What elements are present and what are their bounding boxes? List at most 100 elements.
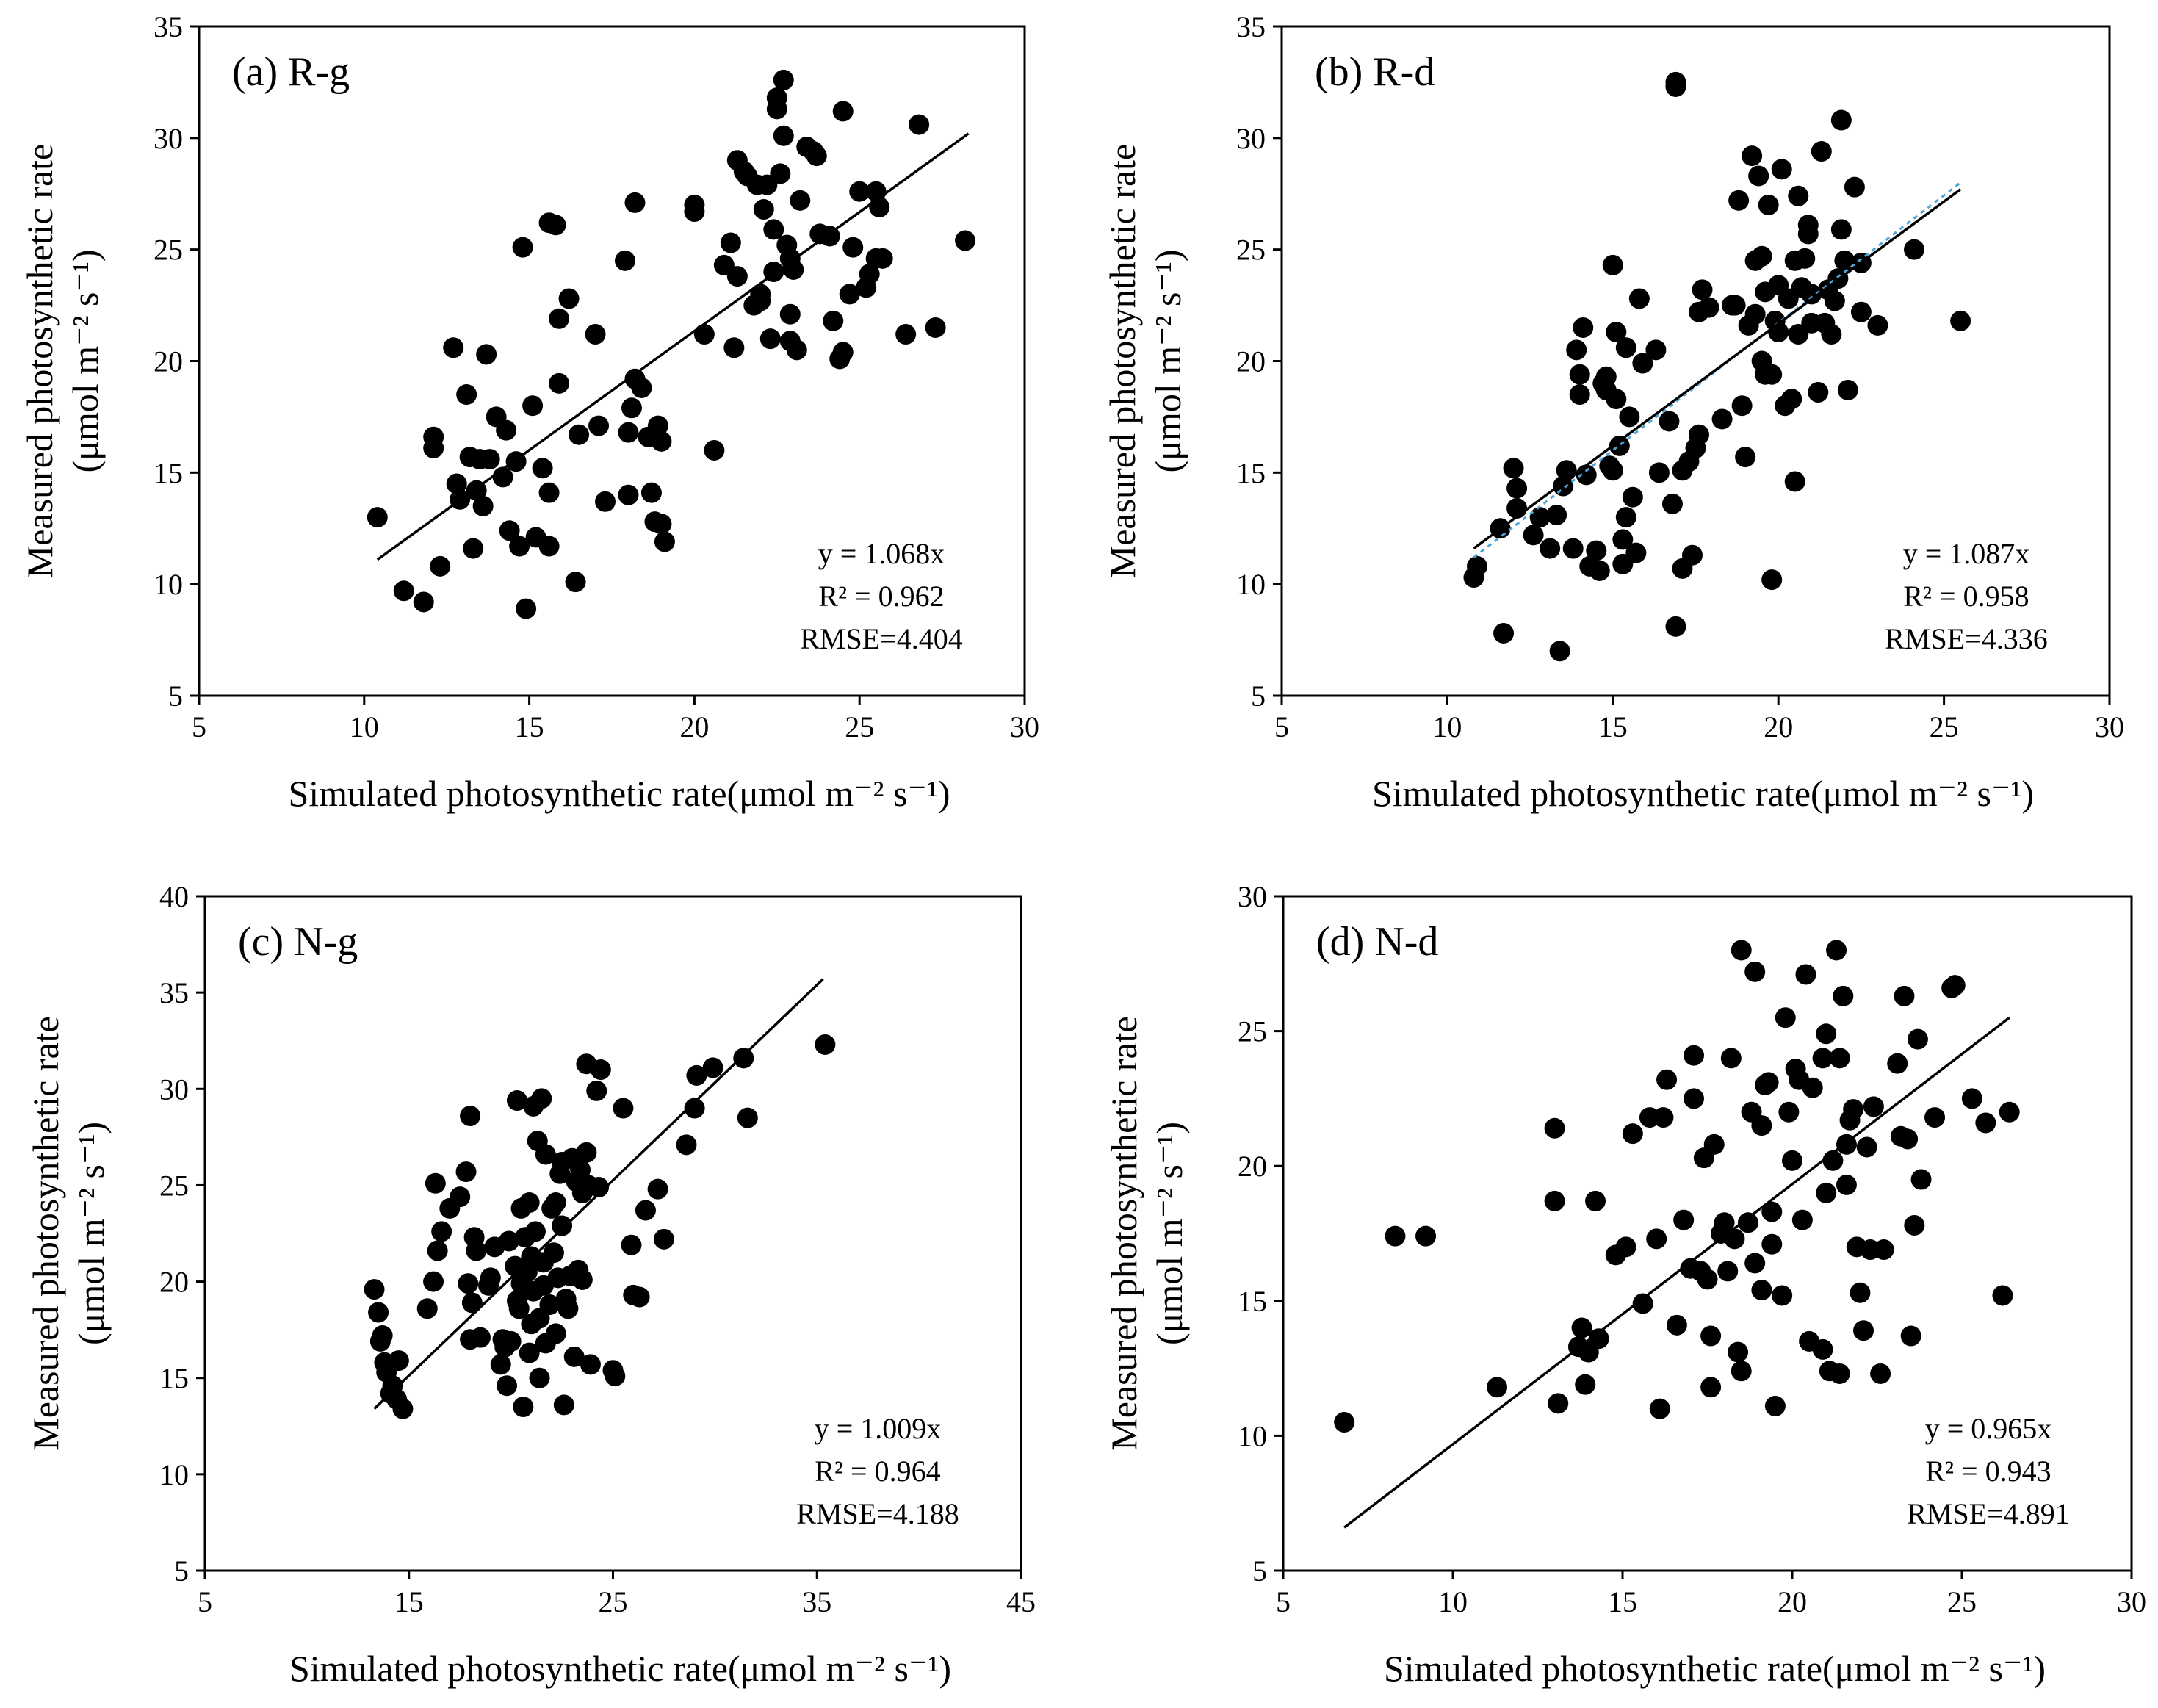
panel-d-point-16	[1632, 1293, 1653, 1314]
panel-a-x-tick-label-5: 30	[1010, 710, 1039, 743]
panel-a-x-tick-label-4: 25	[845, 710, 874, 743]
panel-d-point-96	[1975, 1112, 1996, 1134]
panel-d-point-65	[1816, 1023, 1837, 1045]
panel-a-y-tick-label-5: 30	[154, 122, 183, 155]
panel-a-point-16	[479, 449, 500, 470]
panel-b-point-9	[1540, 538, 1561, 559]
panel-b-y-tick-label-2: 15	[1236, 456, 1266, 489]
panel-b-point-85	[1788, 185, 1809, 206]
panel-d-point-75	[1843, 1099, 1864, 1120]
panel-c-points	[364, 1034, 836, 1419]
panel-a-point-59	[723, 337, 745, 358]
panel-a-point-105	[925, 317, 946, 338]
panel-d-equation: y = 0.965x	[1925, 1412, 2052, 1445]
panel-a-point-4	[423, 437, 444, 458]
panel-d-point-71	[1833, 985, 1854, 1006]
panel-b-point-34	[1615, 507, 1636, 528]
panel-b-x-ticks: 5 10 15 20 25 30	[1274, 696, 2124, 743]
panel-a-point-15	[476, 344, 497, 365]
panel-c-x-tick-label-4: 45	[1006, 1585, 1036, 1618]
panel-d-point-88	[1900, 1325, 1921, 1347]
panel-b-point-61	[1731, 395, 1753, 417]
panel-d-point-55	[1782, 1150, 1802, 1171]
panel-b-point-97	[1824, 290, 1845, 311]
panel-b-x-tick-label-4: 25	[1930, 710, 1959, 743]
panel-a-x-ticks: 5 10 15 20 25 30	[192, 696, 1039, 743]
panel-a-point-84	[790, 190, 811, 211]
panel-c-y-tick-label-7: 40	[159, 880, 189, 913]
panel-c-point-58	[535, 1144, 556, 1165]
panel-d-point-6	[1548, 1393, 1569, 1414]
panel-c-point-88	[613, 1098, 634, 1119]
panel-d-point-15	[1622, 1123, 1643, 1145]
panel-d-title: (d) N-d	[1316, 919, 1438, 965]
panel-d-point-30	[1700, 1325, 1722, 1347]
panel-c-y-tick-label-1: 10	[159, 1458, 189, 1491]
panel-a-point-82	[783, 259, 804, 280]
panel-c-point-32	[497, 1375, 518, 1397]
panel-b-fit-line	[1473, 188, 1962, 549]
panel-d-point-38	[1728, 1341, 1749, 1363]
panel-c-x-tick-label-1: 15	[394, 1585, 424, 1618]
panel-a-x-tick-label-1: 10	[350, 710, 379, 743]
panel-c-point-94	[653, 1228, 674, 1250]
panel-d-point-44	[1744, 1253, 1766, 1274]
panel-a-point-1	[393, 580, 414, 602]
panel-b-point-15	[1566, 339, 1587, 361]
panel-c-y-ticks: 5 10 15 20 25 30 35 40	[159, 880, 205, 1588]
panel-a-point-102	[872, 248, 893, 269]
panel-c-point-1	[368, 1302, 389, 1323]
panel-a-point-76	[773, 69, 794, 90]
panel-c-point-41	[513, 1397, 534, 1418]
panel-c-point-19	[458, 1273, 479, 1294]
panel-a-y-axis-title-line2: (μmol m⁻² s⁻¹)	[65, 249, 106, 472]
panel-d-rmse: RMSE=4.891	[1907, 1497, 2069, 1530]
panel-b-title: (b) R-d	[1315, 49, 1435, 95]
panel-c-point-33	[498, 1230, 519, 1252]
panel-b-point-29	[1606, 389, 1627, 410]
panel-d-point-70	[1829, 1363, 1850, 1384]
panel-d-x-tick-label-0: 5	[1276, 1585, 1291, 1618]
panel-c-point-50	[524, 1221, 546, 1242]
panel-d-point-97	[1992, 1285, 2013, 1306]
panel-b-point-78	[1771, 159, 1792, 180]
panel-a-point-75	[770, 163, 791, 184]
panel-d-point-8	[1571, 1317, 1592, 1338]
panel-c-point-82	[580, 1354, 601, 1375]
panel-b-point-3	[1493, 622, 1515, 644]
panel-a-point-55	[693, 324, 715, 345]
panel-d-point-20	[1653, 1107, 1674, 1128]
panel-a-point-43	[624, 192, 646, 213]
panel-b-point-21	[1586, 540, 1607, 561]
panel-d-point-35	[1717, 1261, 1739, 1282]
panel-b-point-10	[1546, 505, 1567, 526]
panel-c-point-96	[684, 1098, 705, 1119]
panel-b-point-90	[1801, 284, 1822, 305]
panel-c-point-14	[427, 1240, 448, 1261]
panel-c-fit-line	[373, 978, 824, 1410]
panel-d-point-19	[1649, 1398, 1670, 1419]
panel-d-point-9	[1575, 1374, 1596, 1395]
panel-c-point-59	[539, 1294, 560, 1316]
panel-b-point-59	[1725, 295, 1746, 316]
panel-a-point-74	[766, 98, 787, 120]
panel-d-point-49	[1761, 1201, 1783, 1222]
panel-b-y-tick-label-5: 30	[1236, 122, 1266, 155]
panel-c-y-tick-label-3: 20	[159, 1266, 189, 1299]
panel-d-point-92	[1924, 1107, 1946, 1128]
panel-d-point-62	[1812, 1338, 1833, 1360]
panel-d-point-69	[1829, 1048, 1850, 1069]
panel-a-point-35	[569, 424, 590, 445]
panel-c-point-3	[372, 1325, 393, 1347]
panel-d-plot-frame	[1282, 895, 2133, 1572]
panel-b-point-62	[1735, 447, 1756, 468]
panel-d-point-84	[1887, 1053, 1908, 1074]
panel-c-point-53	[529, 1367, 550, 1388]
panel-d-x-tick-label-3: 20	[1778, 1585, 1807, 1618]
panel-a-y-tick-label-2: 15	[154, 456, 183, 489]
panel-d-point-79	[1856, 1136, 1877, 1158]
panel-c-point-61	[543, 1242, 564, 1264]
panel-c-point-20	[460, 1106, 481, 1127]
panel-a-point-96	[849, 181, 870, 202]
panel-c-y-tick-label-6: 35	[159, 976, 189, 1009]
